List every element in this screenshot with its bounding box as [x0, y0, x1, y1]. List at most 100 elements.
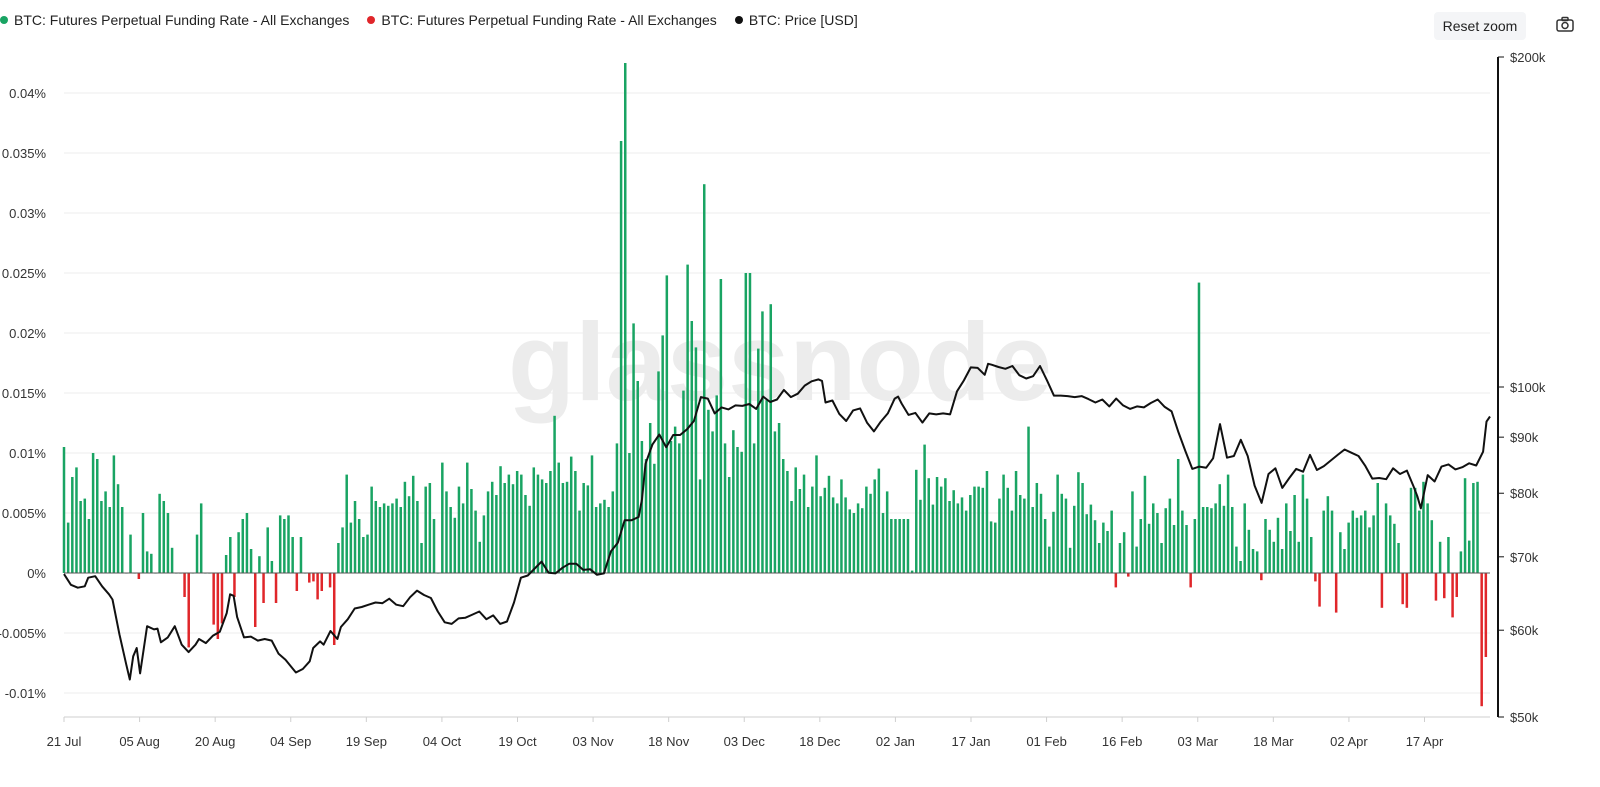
funding-rate-bar[interactable]	[1359, 515, 1363, 573]
funding-rate-bar[interactable]	[1127, 573, 1130, 577]
funding-rate-bar[interactable]	[1459, 551, 1463, 573]
funding-rate-bar[interactable]	[1418, 510, 1421, 573]
funding-rate-bar[interactable]	[337, 543, 340, 573]
funding-rate-bar[interactable]	[490, 481, 494, 573]
funding-rate-bar[interactable]	[1106, 531, 1109, 573]
funding-rate-bar[interactable]	[1131, 491, 1134, 573]
funding-rate-bar[interactable]	[283, 519, 286, 573]
funding-rate-bar[interactable]	[919, 499, 922, 573]
funding-rate-bar[interactable]	[457, 486, 461, 573]
funding-rate-bar[interactable]	[856, 503, 860, 573]
funding-rate-bar[interactable]	[998, 498, 1001, 573]
price-line[interactable]	[63, 362, 1491, 681]
funding-rate-bar[interactable]	[91, 453, 95, 573]
funding-rate-bar[interactable]	[1093, 520, 1097, 573]
funding-rate-bar[interactable]	[166, 513, 170, 573]
funding-rate-bar[interactable]	[1206, 507, 1209, 573]
funding-rate-bar[interactable]	[673, 426, 677, 573]
funding-rate-bar[interactable]	[1023, 498, 1026, 573]
funding-rate-bar[interactable]	[590, 455, 594, 573]
funding-rate-bar[interactable]	[632, 323, 635, 573]
funding-rate-bar[interactable]	[1443, 573, 1446, 599]
funding-rate-bar[interactable]	[823, 487, 827, 573]
funding-rate-bar[interactable]	[399, 507, 403, 573]
funding-rate-bar[interactable]	[744, 273, 748, 573]
funding-rate-bar[interactable]	[1364, 510, 1367, 573]
funding-rate-bar[interactable]	[441, 462, 444, 573]
funding-rate-bar[interactable]	[1409, 487, 1413, 573]
funding-rate-bar[interactable]	[1422, 481, 1425, 573]
funding-rate-bar[interactable]	[528, 505, 531, 573]
funding-rate-bar[interactable]	[732, 430, 735, 573]
funding-rate-bar[interactable]	[1235, 546, 1238, 573]
funding-rate-bar[interactable]	[287, 515, 290, 573]
funding-rate-bar[interactable]	[1447, 537, 1450, 573]
funding-rate-bar[interactable]	[75, 467, 78, 573]
funding-rate-bar[interactable]	[802, 474, 806, 573]
funding-rate-bar[interactable]	[603, 499, 606, 573]
funding-rate-bar[interactable]	[1210, 508, 1213, 573]
funding-rate-bar[interactable]	[1176, 459, 1180, 573]
funding-rate-bar[interactable]	[112, 455, 116, 573]
funding-rate-bar[interactable]	[1218, 484, 1222, 573]
funding-rate-bar[interactable]	[615, 443, 619, 573]
funding-rate-bar[interactable]	[1393, 523, 1396, 573]
funding-rate-bar[interactable]	[540, 479, 544, 573]
funding-rate-bar[interactable]	[1048, 546, 1051, 573]
funding-rate-bar[interactable]	[461, 503, 465, 573]
funding-rate-bar[interactable]	[79, 501, 82, 573]
funding-rate-bar[interactable]	[1334, 573, 1338, 613]
funding-rate-bar[interactable]	[1451, 573, 1454, 618]
funding-rate-bar[interactable]	[1039, 493, 1043, 573]
funding-rate-bar[interactable]	[1251, 549, 1255, 573]
funding-rate-bar[interactable]	[1301, 474, 1305, 573]
funding-rate-bar[interactable]	[233, 573, 236, 597]
funding-rate-bar[interactable]	[927, 478, 930, 573]
funding-rate-bar[interactable]	[1147, 523, 1151, 573]
funding-rate-bar[interactable]	[220, 573, 224, 624]
funding-rate-bar[interactable]	[1102, 522, 1105, 573]
funding-rate-bar[interactable]	[1397, 543, 1400, 573]
funding-rate-bar[interactable]	[1164, 508, 1167, 573]
funding-rate-bar[interactable]	[661, 335, 664, 573]
funding-rate-bar[interactable]	[1197, 282, 1201, 573]
funding-rate-bar[interactable]	[478, 541, 481, 573]
funding-rate-bar[interactable]	[104, 491, 107, 573]
funding-rate-bar[interactable]	[1073, 505, 1076, 573]
funding-rate-bar[interactable]	[711, 431, 714, 573]
funding-rate-bar[interactable]	[428, 483, 432, 573]
funding-rate-bar[interactable]	[1097, 543, 1101, 573]
funding-rate-bar[interactable]	[187, 573, 190, 648]
funding-rate-bar[interactable]	[1160, 543, 1163, 573]
funding-rate-bar[interactable]	[407, 496, 411, 573]
funding-rate-bar[interactable]	[644, 459, 648, 573]
funding-rate-bar[interactable]	[690, 321, 694, 573]
funding-rate-bar[interactable]	[1081, 483, 1084, 573]
funding-rate-bar[interactable]	[619, 141, 623, 573]
funding-rate-bar[interactable]	[686, 264, 689, 573]
funding-rate-bar[interactable]	[811, 486, 814, 573]
funding-rate-bar[interactable]	[150, 553, 153, 573]
funding-rate-bar[interactable]	[129, 534, 132, 573]
funding-rate-bar[interactable]	[574, 471, 577, 573]
funding-rate-bar[interactable]	[1189, 573, 1192, 588]
funding-rate-bar[interactable]	[370, 486, 373, 573]
funding-rate-bar[interactable]	[1289, 531, 1292, 573]
legend-item-funding-negative[interactable]: BTC: Futures Perpetual Funding Rate - Al…	[367, 12, 717, 28]
funding-rate-bar[interactable]	[1339, 532, 1342, 573]
funding-rate-bar[interactable]	[723, 443, 727, 573]
funding-rate-bar[interactable]	[852, 513, 856, 573]
funding-rate-bar[interactable]	[948, 501, 951, 573]
funding-rate-bar[interactable]	[1052, 511, 1055, 573]
funding-rate-bar[interactable]	[648, 423, 652, 573]
funding-rate-bar[interactable]	[495, 495, 498, 573]
funding-rate-bar[interactable]	[915, 469, 918, 573]
funding-rate-bar[interactable]	[665, 275, 669, 573]
funding-rate-bar[interactable]	[453, 517, 457, 573]
funding-rate-bar[interactable]	[312, 573, 315, 582]
funding-rate-bar[interactable]	[507, 474, 511, 573]
funding-rate-bar[interactable]	[170, 547, 174, 573]
funding-rate-bar[interactable]	[890, 519, 893, 573]
funding-rate-bar[interactable]	[1314, 573, 1317, 582]
